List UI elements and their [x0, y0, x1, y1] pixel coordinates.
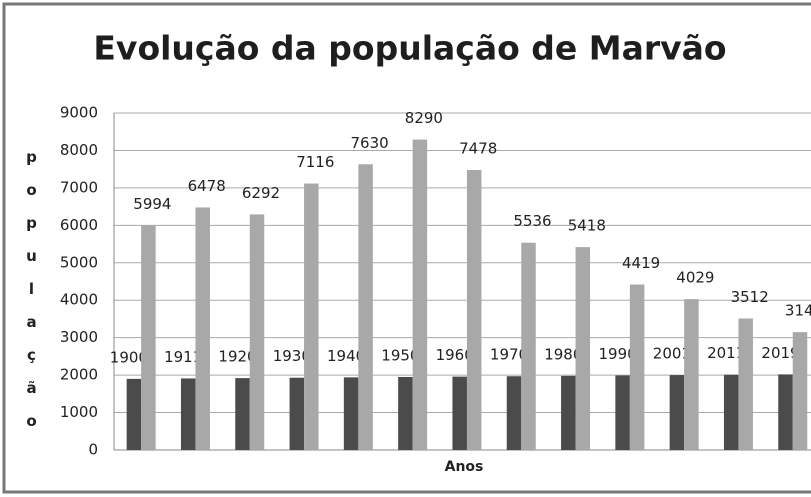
- y-tick-label: 5000: [60, 253, 98, 271]
- bar: [778, 374, 793, 450]
- data-label: 1900: [110, 348, 148, 366]
- bar: [289, 377, 305, 450]
- data-label: 6478: [188, 177, 226, 195]
- bar: [466, 169, 482, 450]
- data-label: 5994: [133, 195, 171, 213]
- data-label: 7116: [296, 153, 334, 171]
- data-label: 4029: [676, 269, 714, 287]
- bar: [615, 375, 630, 450]
- bar: [669, 375, 685, 450]
- data-label: 1911: [164, 348, 202, 366]
- y-tick-label: 0: [88, 441, 98, 459]
- bar: [412, 139, 428, 450]
- bar: [738, 318, 753, 450]
- data-label: 1990: [599, 345, 637, 363]
- data-label: 1970: [490, 346, 528, 364]
- y-tick-label: 3000: [60, 328, 98, 346]
- data-label: 1920: [218, 348, 256, 366]
- data-label: 5418: [568, 217, 606, 235]
- y-tick-label: 7000: [60, 178, 98, 196]
- bar: [180, 378, 196, 450]
- data-label: 3149: [785, 302, 811, 320]
- bar: [141, 225, 156, 450]
- y-tick-label: 1000: [60, 403, 98, 421]
- y-tick-label: 2000: [60, 366, 98, 384]
- bar: [398, 376, 413, 450]
- data-label: 1960: [436, 346, 474, 364]
- data-label: 2011: [707, 344, 745, 362]
- data-label: 1930: [273, 347, 311, 365]
- data-label: 1980: [544, 345, 582, 363]
- bar: [126, 378, 142, 450]
- data-label: 1950: [381, 346, 419, 364]
- data-label: 5536: [513, 212, 551, 230]
- chart-title: Evolução da população de Marvão: [93, 29, 726, 68]
- data-label: 1940: [327, 347, 365, 365]
- bar: [561, 375, 576, 450]
- bar: [235, 378, 250, 450]
- bar: [575, 247, 591, 450]
- bar: [521, 242, 536, 450]
- y-tick-label: 4000: [60, 291, 98, 309]
- bar: [684, 299, 699, 450]
- data-label: 8290: [405, 109, 443, 127]
- y-tick-label: 6000: [60, 216, 98, 234]
- bar: [358, 164, 373, 450]
- bar: [452, 376, 467, 450]
- data-label: 6292: [242, 184, 280, 202]
- y-tick-label: 8000: [60, 141, 98, 159]
- bar: [343, 377, 359, 450]
- data-label: 7630: [351, 134, 389, 152]
- bar: [195, 207, 210, 450]
- data-label: 7478: [459, 139, 497, 157]
- bar: [304, 183, 319, 450]
- bar: [723, 374, 739, 450]
- data-label: 2019: [761, 344, 799, 362]
- data-label: 4419: [622, 254, 660, 272]
- data-label: 2001: [653, 345, 691, 363]
- y-axis-label: população: [23, 148, 41, 445]
- x-axis-label: Anos: [445, 459, 484, 475]
- data-label: 3512: [731, 288, 769, 306]
- y-tick-label: 9000: [60, 104, 98, 122]
- bar: [629, 284, 645, 450]
- bar: [249, 214, 265, 450]
- bar: [506, 376, 522, 450]
- bar: [792, 332, 808, 450]
